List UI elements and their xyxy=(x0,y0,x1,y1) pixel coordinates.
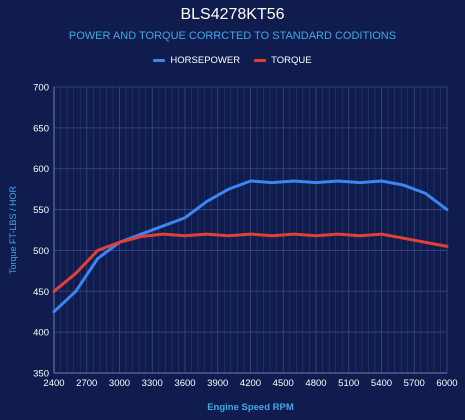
x-tick-label: 2400 xyxy=(43,378,64,389)
y-tick-label: 450 xyxy=(33,287,49,298)
x-axis-title: Engine Speed RPM xyxy=(207,402,294,413)
x-tick-label: 3600 xyxy=(174,378,195,389)
y-tick-label: 600 xyxy=(33,164,49,175)
axes xyxy=(53,87,447,374)
legend-swatch-torque xyxy=(254,59,267,62)
x-tick-label: 4500 xyxy=(273,378,294,389)
x-tick-label: 3300 xyxy=(142,378,163,389)
x-tick-label: 5400 xyxy=(371,378,392,389)
y-tick-label: 650 xyxy=(33,123,49,134)
legend-swatch-horsepower xyxy=(153,59,166,62)
legend-label-horsepower: HORSEPOWER xyxy=(170,55,241,66)
x-tick-label: 3900 xyxy=(207,378,228,389)
legend: HORSEPOWER TORQUE xyxy=(0,55,465,66)
y-tick-label: 700 xyxy=(33,83,49,94)
x-tick-label: 4800 xyxy=(305,378,326,389)
chart-title: BLS4278KT56 xyxy=(180,6,285,23)
x-tick-label: 5700 xyxy=(404,378,425,389)
grid-minor xyxy=(60,87,441,373)
legend-item-horsepower[interactable]: HORSEPOWER xyxy=(153,55,240,66)
y-axis-title: Torque FT-LBS / HOR xyxy=(8,185,18,274)
chart-subtitle: POWER AND TORQUE CORRCTED TO STANDARD CO… xyxy=(68,30,397,42)
y-tick-label: 400 xyxy=(33,328,49,339)
legend-label-torque: TORQUE xyxy=(271,55,312,66)
x-tick-label: 2700 xyxy=(76,378,97,389)
y-tick-label: 500 xyxy=(33,246,49,257)
tick-labels: 350 400 450 500 550 600 650 700 2400 2700 3000 3300… xyxy=(33,83,457,390)
x-tick-label: 5100 xyxy=(338,378,359,389)
legend-item-torque[interactable]: TORQUE xyxy=(254,55,312,66)
y-tick-label: 350 xyxy=(33,369,49,380)
x-tick-label: 6000 xyxy=(436,378,457,389)
y-tick-label: 550 xyxy=(33,205,49,216)
series-line-torque xyxy=(52,232,449,293)
x-tick-label: 4200 xyxy=(240,378,261,389)
x-tick-label: 3000 xyxy=(109,378,130,389)
series-layer xyxy=(52,179,449,314)
